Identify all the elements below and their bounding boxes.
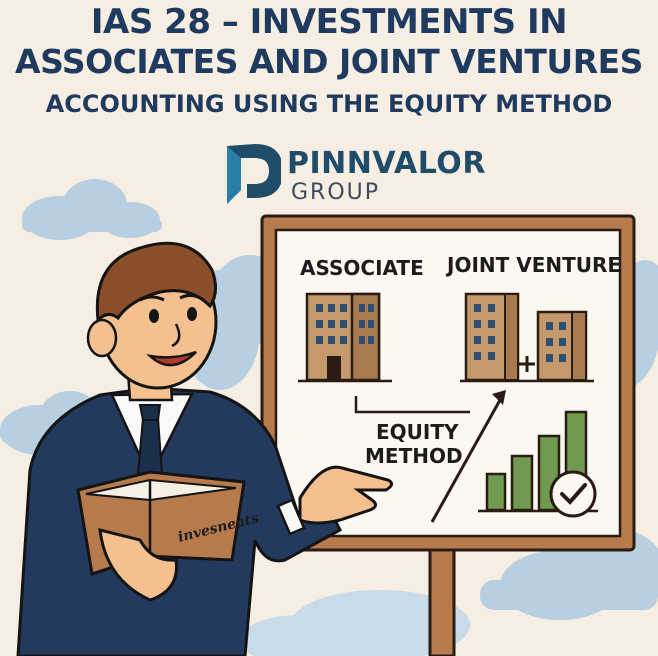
page-title-line1: IAS 28 – INVESTMENTS IN (90, 2, 568, 42)
associate-label: ASSOCIATE (300, 256, 424, 280)
building-icon (536, 310, 588, 382)
joint-venture-label: JOINT VENTURE (447, 253, 622, 277)
cloud-bottom (240, 590, 470, 656)
checkmark-icon (549, 470, 597, 518)
page-subtitle: ACCOUNTING USING THE EQUITY METHOD (45, 90, 613, 118)
open-book-icon (76, 470, 246, 602)
page-title-line2: ASSOCIATES AND JOINT VENTURES (15, 42, 643, 81)
brand-name: PINNVALOR (287, 146, 486, 181)
connector-line (354, 396, 470, 414)
brand-logo: PINNVALOR GROUP (225, 140, 485, 206)
growth-arrow-icon (430, 390, 506, 523)
board-post (428, 538, 456, 656)
building-icon (464, 292, 520, 382)
cloud-left (22, 179, 162, 240)
equity-method-line1: EQUITY (376, 420, 459, 444)
equity-method-line2: METHOD (365, 444, 463, 468)
plus-icon (519, 356, 535, 372)
brand-sub: GROUP (291, 180, 381, 205)
logo-mark-icon (227, 144, 281, 204)
building-icon (305, 292, 381, 382)
